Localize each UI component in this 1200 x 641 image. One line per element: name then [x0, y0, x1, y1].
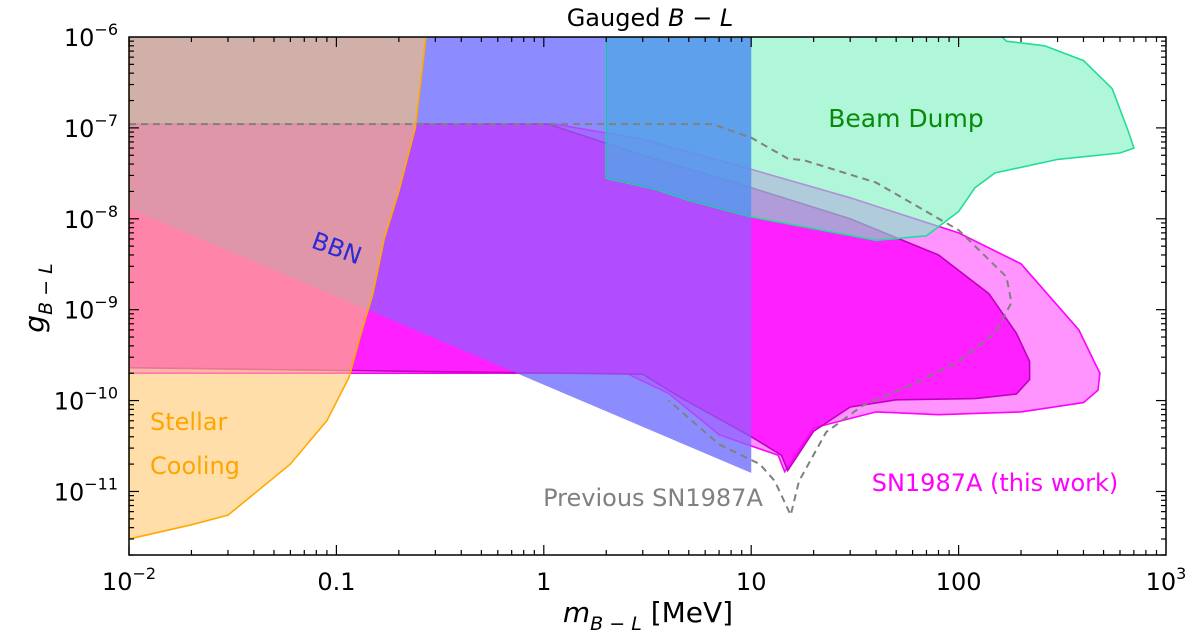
y-tick-label: 10−7 — [64, 111, 118, 143]
y-axis-label: gB − L — [18, 263, 57, 332]
previous-sn1987a-curve — [129, 123, 1013, 519]
stellar-region — [129, 37, 427, 540]
x-axis-label: mB − L [MeV] — [563, 596, 733, 635]
stellar-cooling-label-line1: Stellar — [150, 408, 227, 436]
y-tick-label: 10−9 — [64, 293, 118, 325]
x-tick-label: 103 — [1146, 564, 1187, 596]
chart-title: Gauged B − L — [567, 4, 734, 32]
x-tick-label: 10 — [736, 568, 767, 596]
y-tick-label: 10−10 — [54, 384, 118, 416]
plot-area — [129, 37, 1135, 540]
x-tick-label: 10−2 — [102, 564, 156, 596]
stellar-cooling-label-line2: Cooling — [150, 452, 240, 480]
sn1987a-this-work-label: SN1987A (this work) — [872, 469, 1119, 497]
x-tick-label: 1 — [536, 568, 551, 596]
beam-dump-label: Beam Dump — [828, 104, 983, 133]
x-tick-label: 0.1 — [317, 568, 355, 596]
previous-sn1987a-label: Previous SN1987A — [543, 484, 763, 512]
overlap-region — [606, 37, 752, 217]
axis-ticks: 10−2 0.1 1 10 100 103 10−11 10−10 10−9 10−8 10−7 10… — [54, 20, 1187, 596]
x-tick-label: 100 — [936, 568, 982, 596]
plot-frame — [128, 36, 1167, 556]
y-tick-label: 10−8 — [64, 202, 118, 234]
y-tick-label: 10−6 — [64, 20, 118, 52]
y-tick-label: 10−11 — [54, 474, 118, 506]
